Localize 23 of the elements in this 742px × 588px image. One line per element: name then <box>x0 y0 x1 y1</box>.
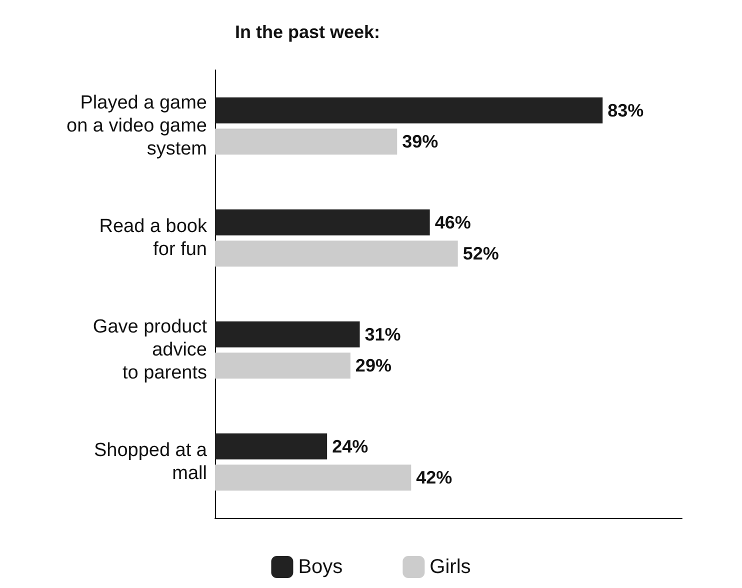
legend-label: Girls <box>430 556 471 578</box>
bar <box>215 321 360 348</box>
bar <box>215 128 398 155</box>
data-label: 46% <box>434 212 471 232</box>
chart-title: In the past week: <box>235 22 380 42</box>
data-label: 52% <box>462 244 499 264</box>
data-label: 29% <box>355 356 392 376</box>
bar <box>215 433 328 460</box>
data-label: 24% <box>332 436 368 456</box>
bar <box>215 97 603 124</box>
y-tick-label: Played a game on a video game system <box>66 92 207 160</box>
bar <box>215 464 412 491</box>
y-tick-label: Gave product advice to parents <box>92 316 208 384</box>
bar <box>215 209 430 236</box>
data-label: 42% <box>416 468 452 488</box>
y-tick-label: Shopped at a mall <box>94 440 208 484</box>
data-label: 83% <box>608 100 644 120</box>
data-label: 39% <box>402 132 438 152</box>
data-label: 31% <box>364 324 401 344</box>
bar <box>215 240 458 267</box>
y-tick-label: Read a book for fun <box>99 216 208 260</box>
bar <box>215 352 350 379</box>
legend-label: Boys <box>298 556 343 578</box>
